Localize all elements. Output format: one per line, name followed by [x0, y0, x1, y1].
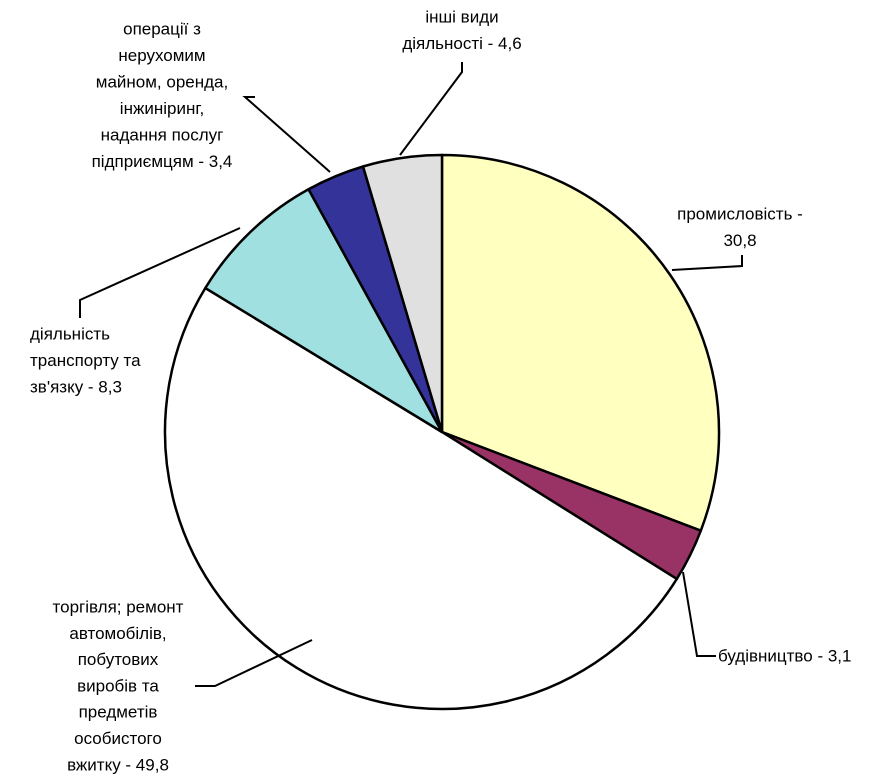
- leader-line: [242, 96, 331, 173]
- slice-label: операції з: [123, 19, 201, 38]
- slice-label: інжиніринг,: [120, 99, 204, 118]
- slice-label: предметів: [79, 703, 158, 722]
- leader-line: [399, 62, 463, 156]
- leader-line: [79, 227, 241, 318]
- slice-label: виробів та: [77, 676, 159, 695]
- slice-label: промисловість -: [677, 204, 803, 223]
- slice-label: будівництво - 3,1: [718, 646, 851, 665]
- leader-line: [682, 571, 716, 657]
- slice-label: автомобілів,: [69, 624, 166, 643]
- slice-label: 30,8: [723, 231, 756, 250]
- slice-label: інші види: [425, 7, 498, 26]
- slice-label: побутових: [78, 650, 159, 669]
- leader-line: [195, 639, 313, 687]
- slice-label: зв'язку - 8,3: [30, 377, 122, 396]
- slice-label: торгівля; ремонт: [53, 597, 184, 616]
- slice-label: діяльність: [30, 324, 110, 343]
- pie-slice: [163, 286, 679, 711]
- slice-label: транспорту та: [30, 351, 141, 370]
- slice-label: нерухомим: [118, 46, 205, 65]
- pie-slice: [204, 188, 444, 434]
- slice-label: підприємцям - 3,4: [92, 152, 233, 171]
- slice-label: надання послуг: [101, 125, 224, 144]
- pie-slice: [361, 153, 444, 434]
- slice-label: діяльності - 4,6: [402, 34, 521, 53]
- leader-line: [671, 255, 743, 271]
- slice-label: майном, оренда,: [96, 72, 228, 91]
- slice-label: вжитку - 49,8: [67, 755, 169, 774]
- pie-slice: [440, 153, 721, 532]
- slice-label: особистого: [74, 729, 162, 748]
